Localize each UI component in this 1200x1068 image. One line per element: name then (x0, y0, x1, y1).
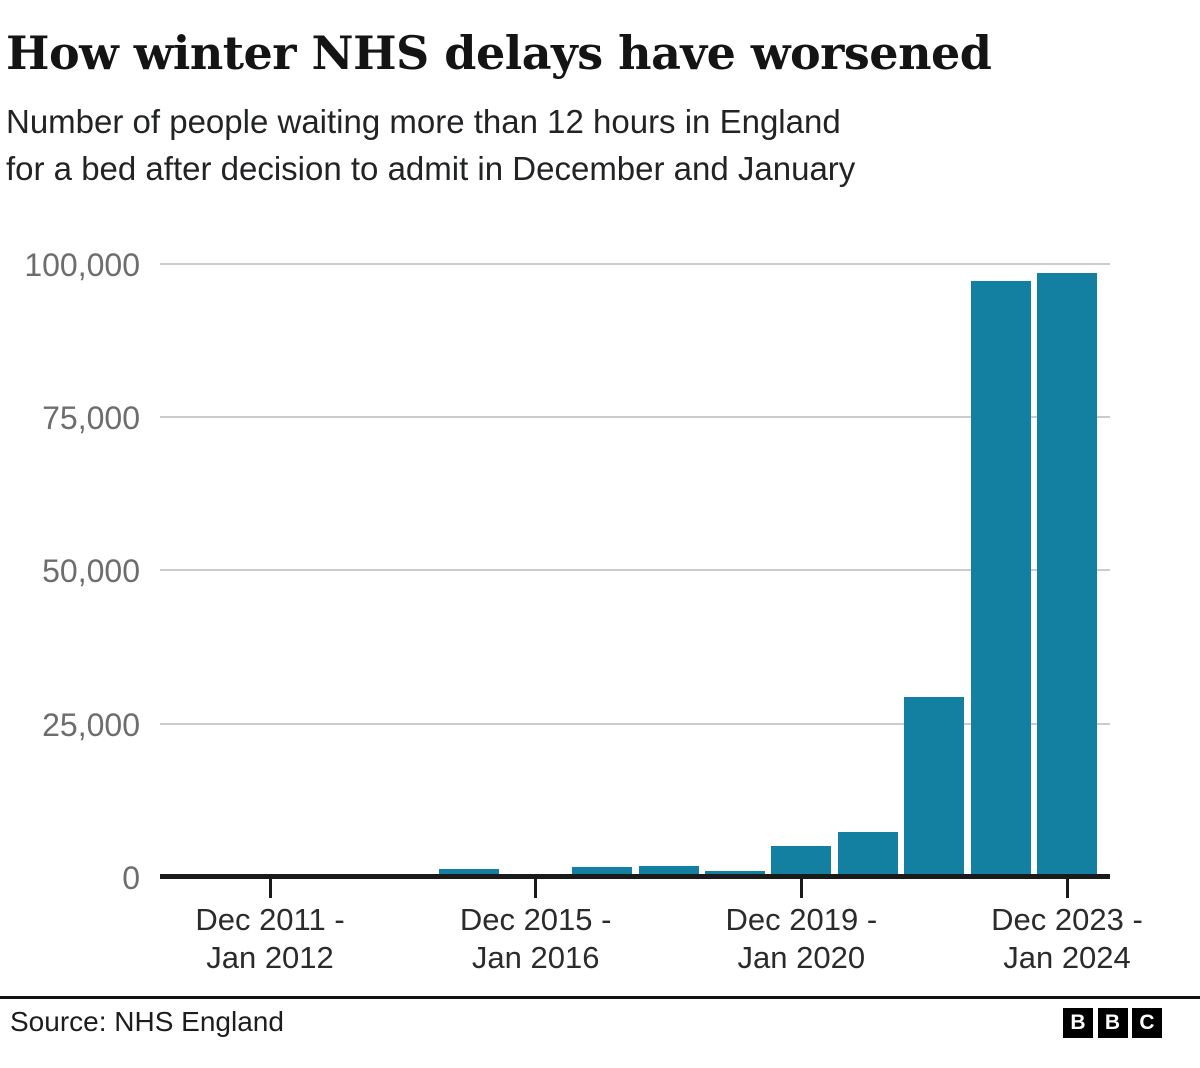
bar (771, 845, 832, 877)
bar (439, 869, 500, 877)
x-axis-label-line: Jan 2016 (471, 940, 600, 975)
chart-title: How winter NHS delays have worsened (6, 26, 992, 80)
x-axis-tick (268, 879, 272, 898)
y-axis-label: 100,000 (24, 246, 140, 283)
y-axis-label: 50,000 (42, 553, 140, 590)
y-axis-label: 25,000 (42, 706, 140, 743)
x-axis-label: Dec 2011 - Jan 2012 (137, 901, 403, 977)
bbc-logo-block: B (1063, 1008, 1093, 1038)
x-axis-label: Dec 2015 - Jan 2016 (403, 901, 669, 977)
x-axis-label-line: Dec 2023 - (991, 902, 1143, 937)
x-axis-tick (799, 879, 803, 898)
chart-subtitle-line-2: for a bed after decision to admit in Dec… (6, 150, 856, 187)
bar (904, 696, 965, 877)
x-axis-label: Dec 2023 - Jan 2024 (934, 901, 1200, 977)
bar (572, 866, 633, 877)
x-axis-label-line: Dec 2015 - (459, 902, 612, 937)
x-axis-tick (1065, 879, 1069, 898)
x-axis-label-line: Jan 2024 (1003, 940, 1131, 975)
x-axis-label-line: Jan 2020 (737, 940, 866, 975)
footer-divider (0, 996, 1200, 999)
x-axis-label-line: Jan 2012 (206, 940, 334, 975)
x-axis-line (160, 874, 1110, 879)
source-label: Source: NHS England (10, 1006, 284, 1037)
bbc-logo-block: B (1097, 1008, 1128, 1038)
x-axis-label: Dec 2019 - Jan 2020 (668, 901, 934, 977)
x-axis-label-line: Dec 2019 - (725, 902, 878, 937)
bar (638, 865, 699, 877)
y-axis-label: 0 (122, 860, 140, 896)
x-axis-tick (534, 879, 538, 898)
bbc-logo-block: C (1132, 1008, 1162, 1038)
y-gridline (160, 262, 1110, 265)
y-gridline (160, 722, 1110, 725)
bar (837, 831, 898, 877)
chart-subtitle-line-1: Number of people waiting more than 12 ho… (6, 103, 841, 140)
y-gridline (160, 415, 1110, 418)
x-axis-label-line: Dec 2011 - (195, 902, 345, 937)
y-axis-label: 75,000 (42, 399, 140, 436)
bar (1037, 273, 1097, 877)
bar (970, 280, 1031, 877)
y-gridline (160, 569, 1110, 572)
